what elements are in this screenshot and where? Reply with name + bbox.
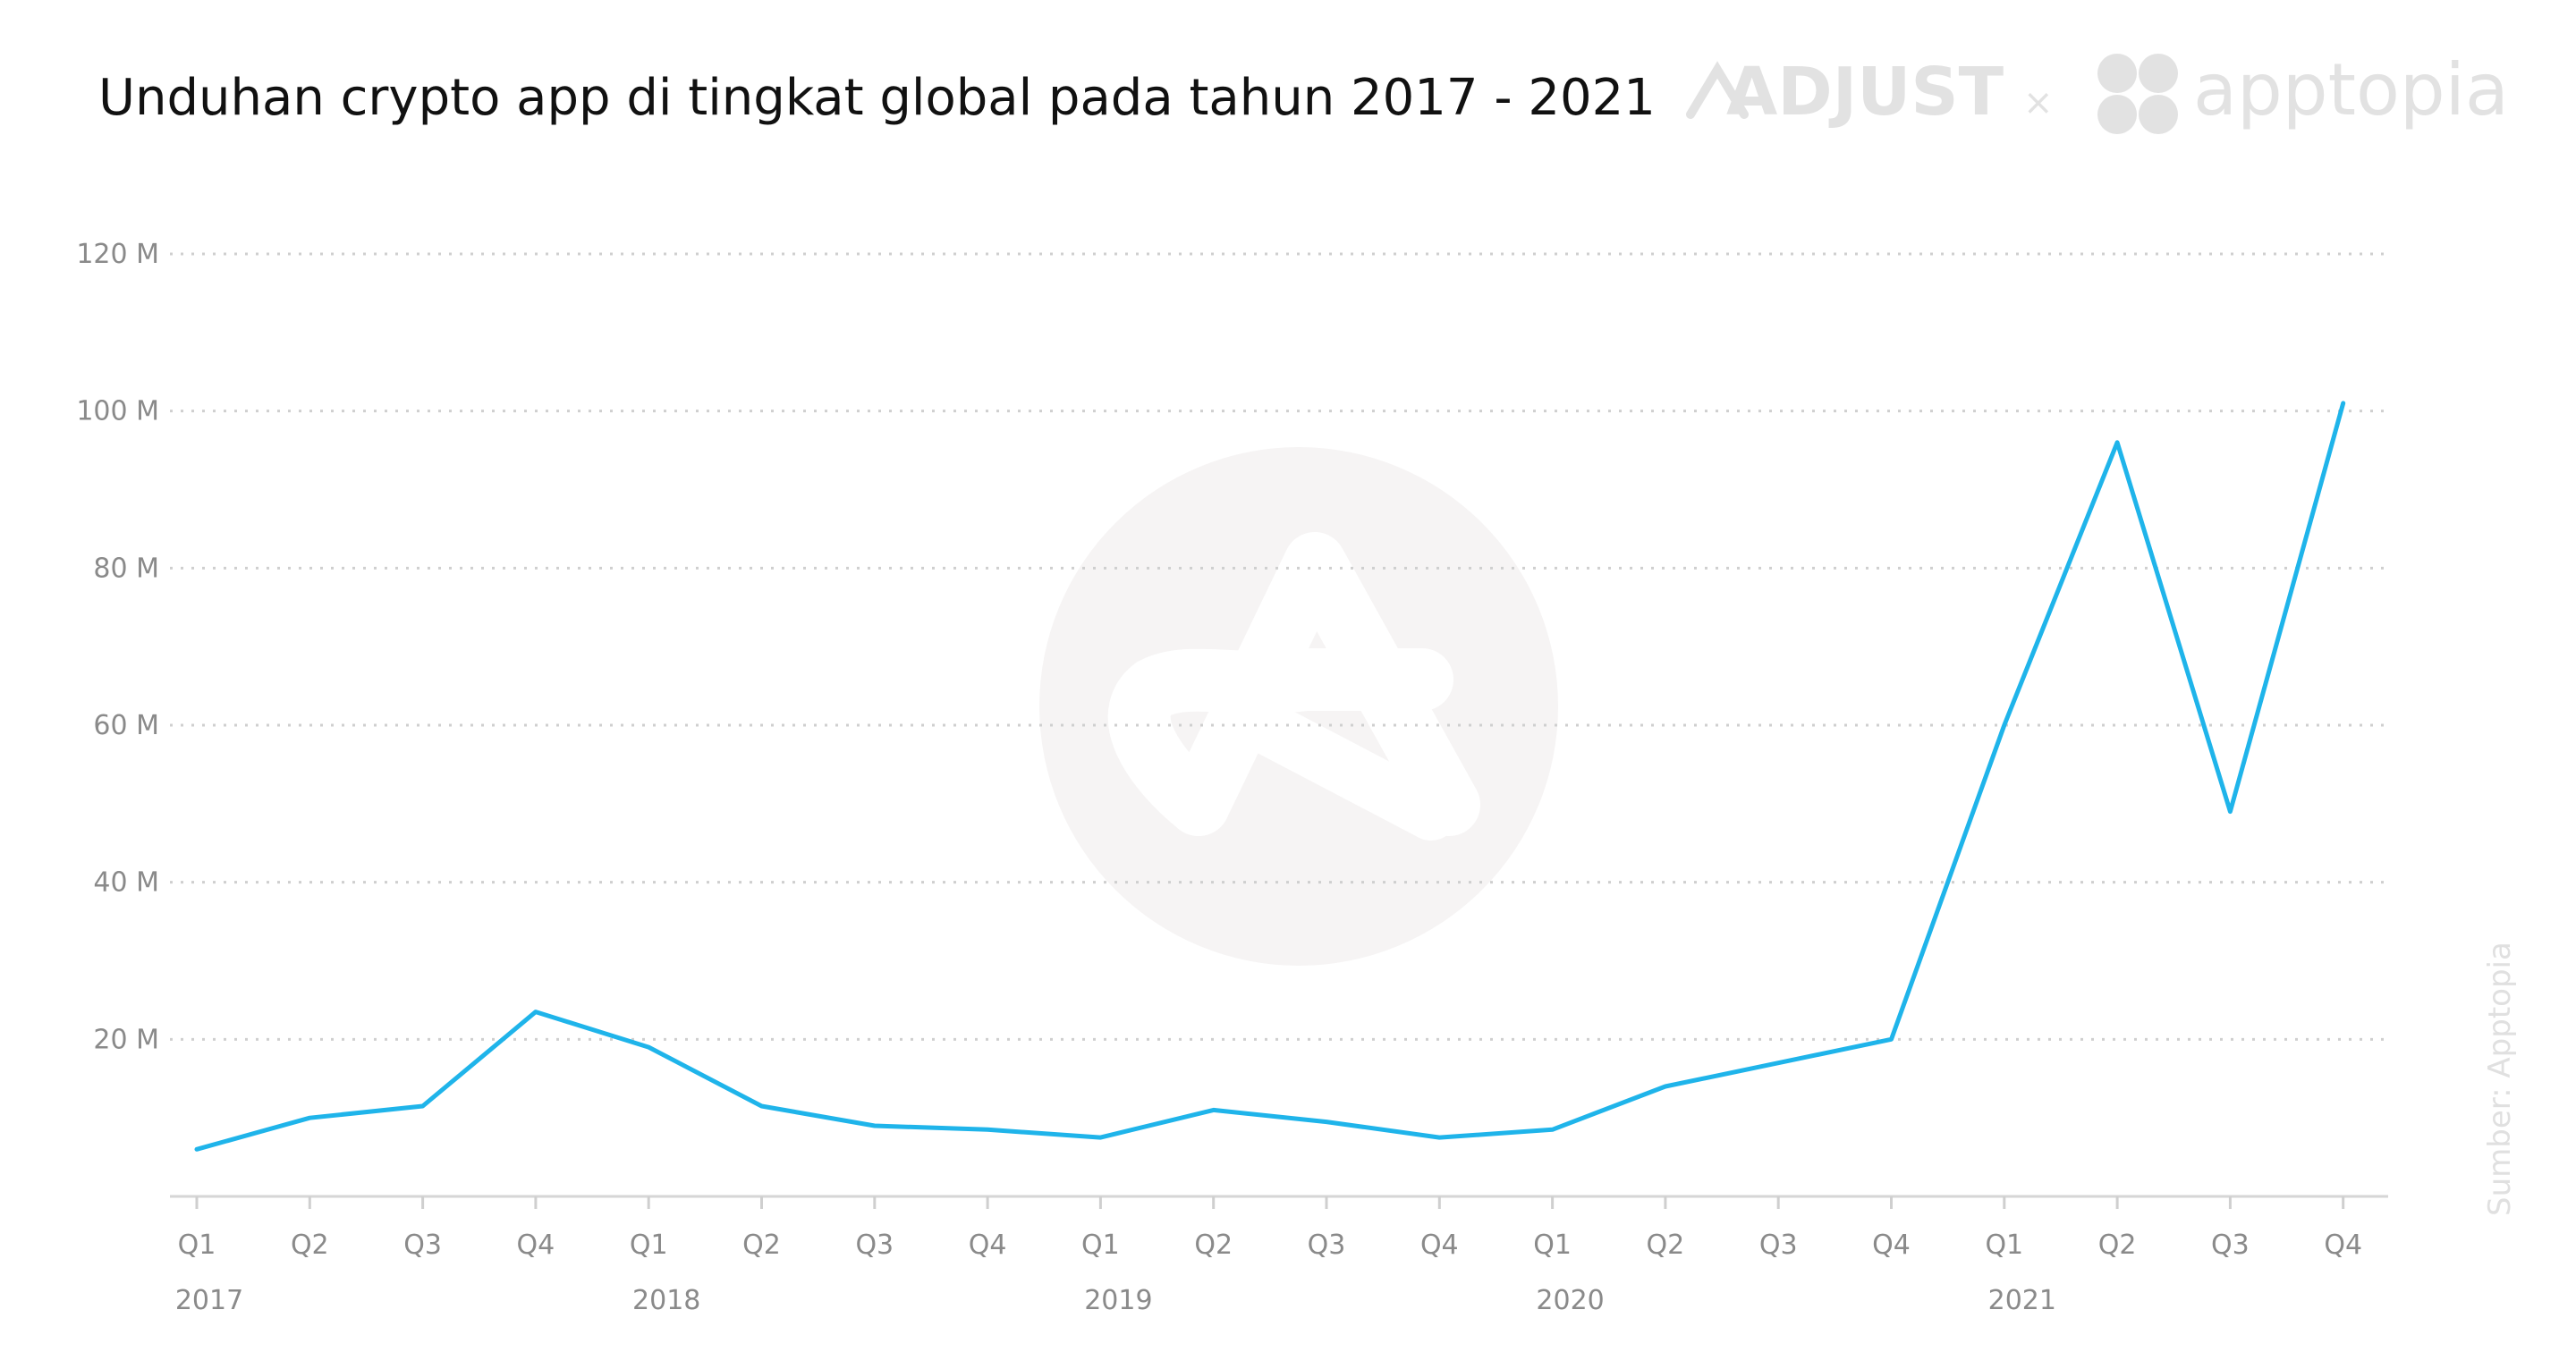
y-tick-label: 80 M [93,553,159,584]
adjust-logo: ADJUST [1686,54,2004,131]
x-tick-label: Q4 [1872,1229,1911,1261]
y-tick-label: 120 M [76,239,159,270]
x-tick-label: Q2 [1194,1229,1233,1261]
x-year-label: 2017 [175,1285,243,1316]
x-tick-label: Q2 [742,1229,781,1261]
source-note: Sumber: Apptopia [2482,942,2518,1216]
x-tick-label: Q4 [969,1229,1007,1261]
x-tick-label: Q4 [2324,1229,2362,1261]
x-tick-label: Q1 [1533,1229,1572,1261]
x-tick-label: Q2 [2098,1229,2137,1261]
x-year-label: 2020 [1536,1285,1604,1316]
y-axis-tick-labels: 20 M 40 M 60 M 80 M 100 M 120 M [76,239,159,1055]
x-tick-label: Q1 [1081,1229,1120,1261]
x-year-label: 2019 [1084,1285,1152,1316]
x-axis-year-labels: 2017 2018 2019 2020 2021 [175,1285,2056,1316]
x-tick-label: Q3 [1759,1229,1798,1261]
x-tick-label: Q3 [855,1229,894,1261]
series-line [194,401,2346,1152]
y-tick-label: 100 M [76,396,159,427]
x-tick-label: Q2 [291,1229,329,1261]
x-tick-label: Q3 [1308,1229,1346,1261]
apptopia-logo-icon [2097,54,2178,134]
x-tick-label: Q4 [1420,1229,1459,1261]
adjust-logo-text: ADJUST [1726,54,2004,131]
apptopia-logo-text: apptopia [2193,48,2509,131]
x-tick-label: Q1 [178,1229,216,1261]
x-tick-label: Q4 [517,1229,555,1261]
x-tick-label: Q1 [1985,1229,2023,1261]
x-year-label: 2018 [632,1285,700,1316]
brand-separator: × [2023,82,2054,123]
x-axis-tick-labels: Q1 Q2 Q3 Q4 Q1 Q2 Q3 Q4 Q1 Q2 Q3 Q4 Q1 Q2 Q3 Q4 Q1 Q2 Q3 Q4 [178,1229,2362,1261]
gridlines [170,252,2388,1041]
x-year-label: 2021 [1988,1285,2056,1316]
x-tick-label: Q3 [2211,1229,2250,1261]
x-tick-label: Q3 [403,1229,442,1261]
adjust-logo-icon [1686,61,1749,119]
y-tick-label: 60 M [93,710,159,741]
apptopia-logo: apptopia [2097,48,2509,134]
x-axis-tick-marks [195,1196,2345,1209]
watermark-logo-icon [1039,447,1558,966]
x-tick-label: Q2 [1647,1229,1685,1261]
y-tick-label: 20 M [93,1024,159,1055]
chart-title: Unduhan crypto app di tingkat global pad… [98,69,1656,127]
y-tick-label: 40 M [93,867,159,899]
x-tick-label: Q1 [630,1229,668,1261]
